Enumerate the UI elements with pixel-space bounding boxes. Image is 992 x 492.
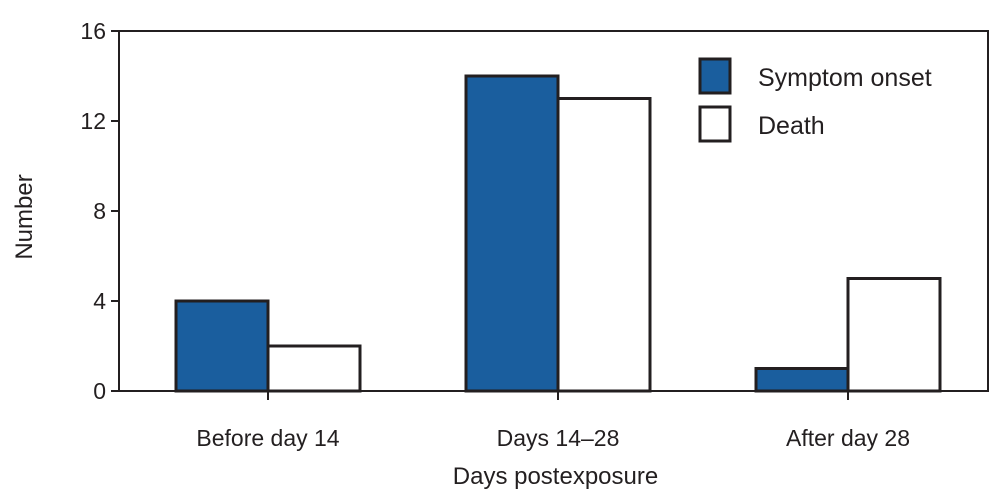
bar-symptom-onset	[754, 367, 850, 393]
y-tick-label: 0	[93, 378, 106, 404]
legend-label-death: Death	[758, 112, 825, 140]
x-tick-label: Days 14–28	[497, 425, 620, 451]
x-axis: Before day 14 Days 14–28 After day 28	[196, 391, 910, 451]
y-tick-label: 4	[93, 288, 106, 314]
legend-label-symptom-onset: Symptom onset	[758, 64, 932, 92]
x-axis-title: Days postexposure	[453, 463, 658, 490]
y-axis: 0 4 8 12 16	[80, 18, 119, 404]
bar-symptom-onset	[174, 299, 270, 393]
y-tick-label: 8	[93, 198, 106, 224]
legend-swatch-symptom-onset	[698, 57, 732, 95]
legend: Symptom onset Death	[698, 57, 932, 143]
x-tick-label: Before day 14	[196, 425, 339, 451]
x-tick-label: After day 28	[786, 425, 910, 451]
y-tick-label: 12	[80, 108, 106, 134]
bar-death	[266, 344, 362, 393]
bar-death	[556, 97, 652, 393]
y-axis-title: Number	[11, 174, 38, 259]
bars	[174, 74, 942, 393]
legend-swatch-death	[698, 105, 732, 143]
bar-death	[846, 277, 942, 393]
y-tick-label: 16	[80, 18, 106, 44]
bar-symptom-onset	[464, 74, 560, 393]
